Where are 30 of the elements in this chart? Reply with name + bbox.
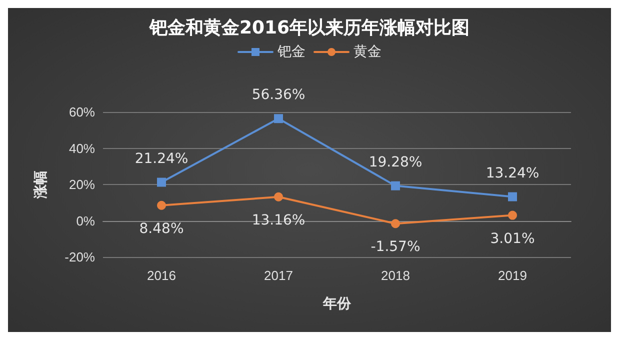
- data-label: 13.16%: [252, 212, 306, 228]
- data-label: 8.48%: [139, 220, 184, 237]
- point: [157, 178, 166, 187]
- x-tick-label: 2019: [498, 268, 527, 283]
- y-tick-label: 20%: [68, 177, 96, 192]
- x-tick-label: 2017: [264, 268, 293, 283]
- y-axis-title: 涨幅: [33, 170, 49, 200]
- y-tick-label: 0%: [76, 213, 96, 228]
- chart-title: 钯金和黄金2016年以来历年涨幅对比图: [148, 18, 470, 38]
- data-label: -1.57%: [370, 239, 420, 256]
- point: [274, 114, 283, 124]
- y-tick-label: 40%: [68, 140, 96, 156]
- data-label: 21.24%: [134, 150, 188, 167]
- data-label: 19.28%: [368, 154, 422, 170]
- point: [274, 192, 283, 202]
- point: [508, 210, 517, 220]
- point: [391, 181, 400, 190]
- data-label: 13.24%: [486, 165, 540, 182]
- x-tick-label: 2018: [381, 268, 410, 283]
- point: [391, 219, 400, 228]
- x-axis-title: 年份: [322, 296, 352, 312]
- point: [157, 200, 166, 210]
- y-tick-label: -20%: [64, 250, 96, 264]
- legend-label: 钯金: [276, 44, 306, 60]
- point: [508, 192, 517, 202]
- data-label: 56.36%: [252, 87, 306, 104]
- x-tick-label: 2016: [147, 268, 176, 283]
- y-tick-label: 60%: [68, 104, 96, 120]
- legend-label: 黄金: [354, 44, 382, 60]
- data-label: 3.01%: [490, 230, 535, 247]
